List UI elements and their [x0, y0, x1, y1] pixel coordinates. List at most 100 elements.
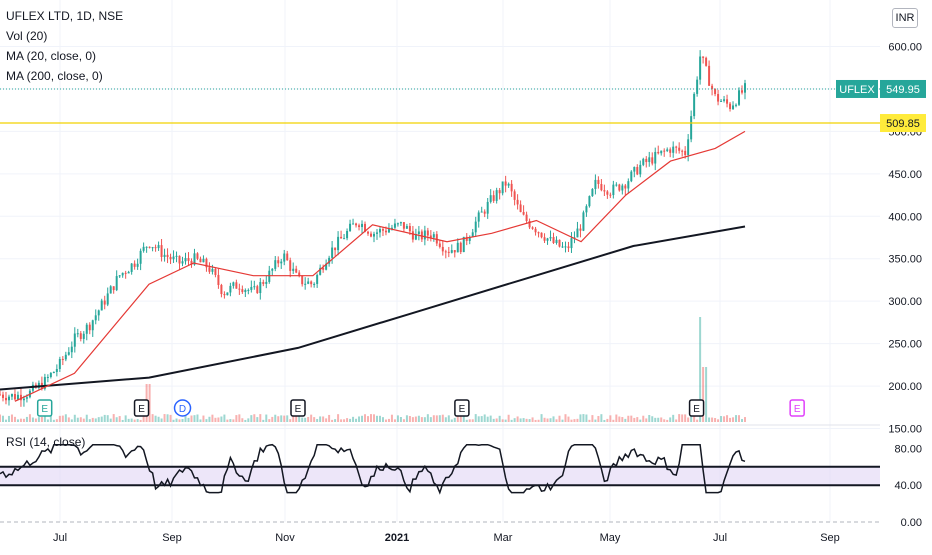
volume-bar	[396, 415, 399, 422]
candle	[564, 241, 567, 253]
candle	[660, 150, 663, 156]
candle	[537, 231, 540, 238]
candle	[396, 222, 399, 227]
candle-body	[576, 228, 579, 238]
candle-body	[298, 272, 301, 276]
event-marker[interactable]: E	[688, 399, 705, 417]
candle-body	[13, 394, 16, 400]
candle-body	[465, 236, 468, 241]
candle	[187, 252, 190, 266]
volume-bar	[295, 414, 298, 422]
candle-body	[450, 250, 453, 253]
volume-bar	[250, 415, 253, 422]
candle-body	[343, 238, 346, 240]
volume-bar	[408, 416, 411, 422]
volume-bar	[627, 415, 630, 422]
candle-body	[361, 223, 364, 228]
event-marker[interactable]: E	[454, 399, 470, 417]
volume-bar	[453, 417, 456, 422]
volume-bar	[678, 414, 681, 422]
rsi-label[interactable]: RSI (14, close)	[6, 435, 86, 449]
event-marker[interactable]: E	[290, 399, 306, 417]
candle	[654, 147, 657, 171]
volume-bar	[331, 419, 334, 422]
volume-bar	[40, 416, 43, 422]
candle	[115, 270, 118, 292]
volume-bar	[606, 418, 609, 422]
candle	[372, 231, 375, 243]
event-marker[interactable]: E	[789, 399, 805, 417]
volume-bar	[310, 414, 313, 422]
candle-body	[43, 377, 46, 389]
candle	[205, 257, 208, 272]
candle-body	[582, 212, 585, 231]
candle	[498, 187, 501, 200]
candle	[711, 83, 714, 96]
volume-bar	[630, 415, 633, 422]
candle-body	[468, 237, 471, 241]
candle	[705, 56, 708, 67]
volume-bar	[118, 416, 121, 422]
volume-bar	[378, 415, 381, 422]
candle	[277, 256, 280, 268]
candle	[253, 280, 256, 290]
candle	[178, 255, 181, 271]
event-marker[interactable]: E	[36, 399, 53, 417]
y-tick-label: 600.00	[888, 41, 922, 53]
candle-body	[181, 261, 184, 264]
indicator-ma20[interactable]: MA (20, close, 0)	[6, 49, 97, 63]
candle	[268, 265, 271, 284]
volume-bar	[241, 418, 244, 422]
x-tick-label: Mar	[494, 532, 513, 544]
candle-body	[519, 204, 522, 213]
volume-bar	[624, 418, 627, 422]
candle	[82, 331, 85, 344]
volume-bar	[549, 418, 552, 422]
candle	[220, 283, 223, 298]
candle	[184, 252, 187, 265]
candle	[516, 194, 519, 210]
candle	[726, 94, 729, 108]
candle	[280, 258, 283, 269]
event-marker[interactable]: D	[173, 399, 192, 417]
volume-bar	[489, 415, 492, 422]
candle	[741, 85, 744, 95]
indicator-vol[interactable]: Vol (20)	[6, 29, 48, 43]
volume-bar	[229, 419, 232, 422]
y-tick-label: 200.00	[888, 381, 922, 393]
candle-body	[340, 236, 343, 239]
volume-bar	[322, 416, 325, 422]
candle-body	[280, 261, 283, 264]
hline-badge: 509.85	[880, 114, 926, 133]
candle-body	[205, 258, 208, 268]
candle	[576, 221, 579, 238]
volume-bar	[687, 417, 690, 422]
earnings-marker-shape	[133, 399, 150, 417]
event-marker[interactable]: E	[133, 399, 150, 417]
candle-body	[37, 382, 40, 388]
candle	[423, 225, 426, 246]
candle	[37, 380, 40, 391]
y-tick-label: 250.00	[888, 339, 922, 351]
candle-body	[16, 394, 19, 400]
candle-body	[247, 289, 250, 291]
volume-bar	[714, 418, 717, 422]
candle-body	[10, 394, 13, 397]
candle	[292, 262, 295, 274]
volume-bar	[438, 415, 441, 422]
candle-body	[399, 222, 402, 224]
volume-bar	[708, 417, 711, 422]
candle-body	[498, 190, 501, 194]
candle-body	[549, 237, 552, 239]
candle	[7, 394, 10, 406]
candle-body	[307, 281, 310, 284]
volume-bar	[0, 414, 1, 422]
currency-button[interactable]: INR	[892, 8, 918, 28]
indicator-ma200[interactable]: MA (200, close, 0)	[6, 69, 103, 83]
candle-body	[630, 171, 633, 182]
candle-body	[76, 333, 79, 335]
candle	[0, 390, 1, 396]
candle	[70, 341, 73, 359]
